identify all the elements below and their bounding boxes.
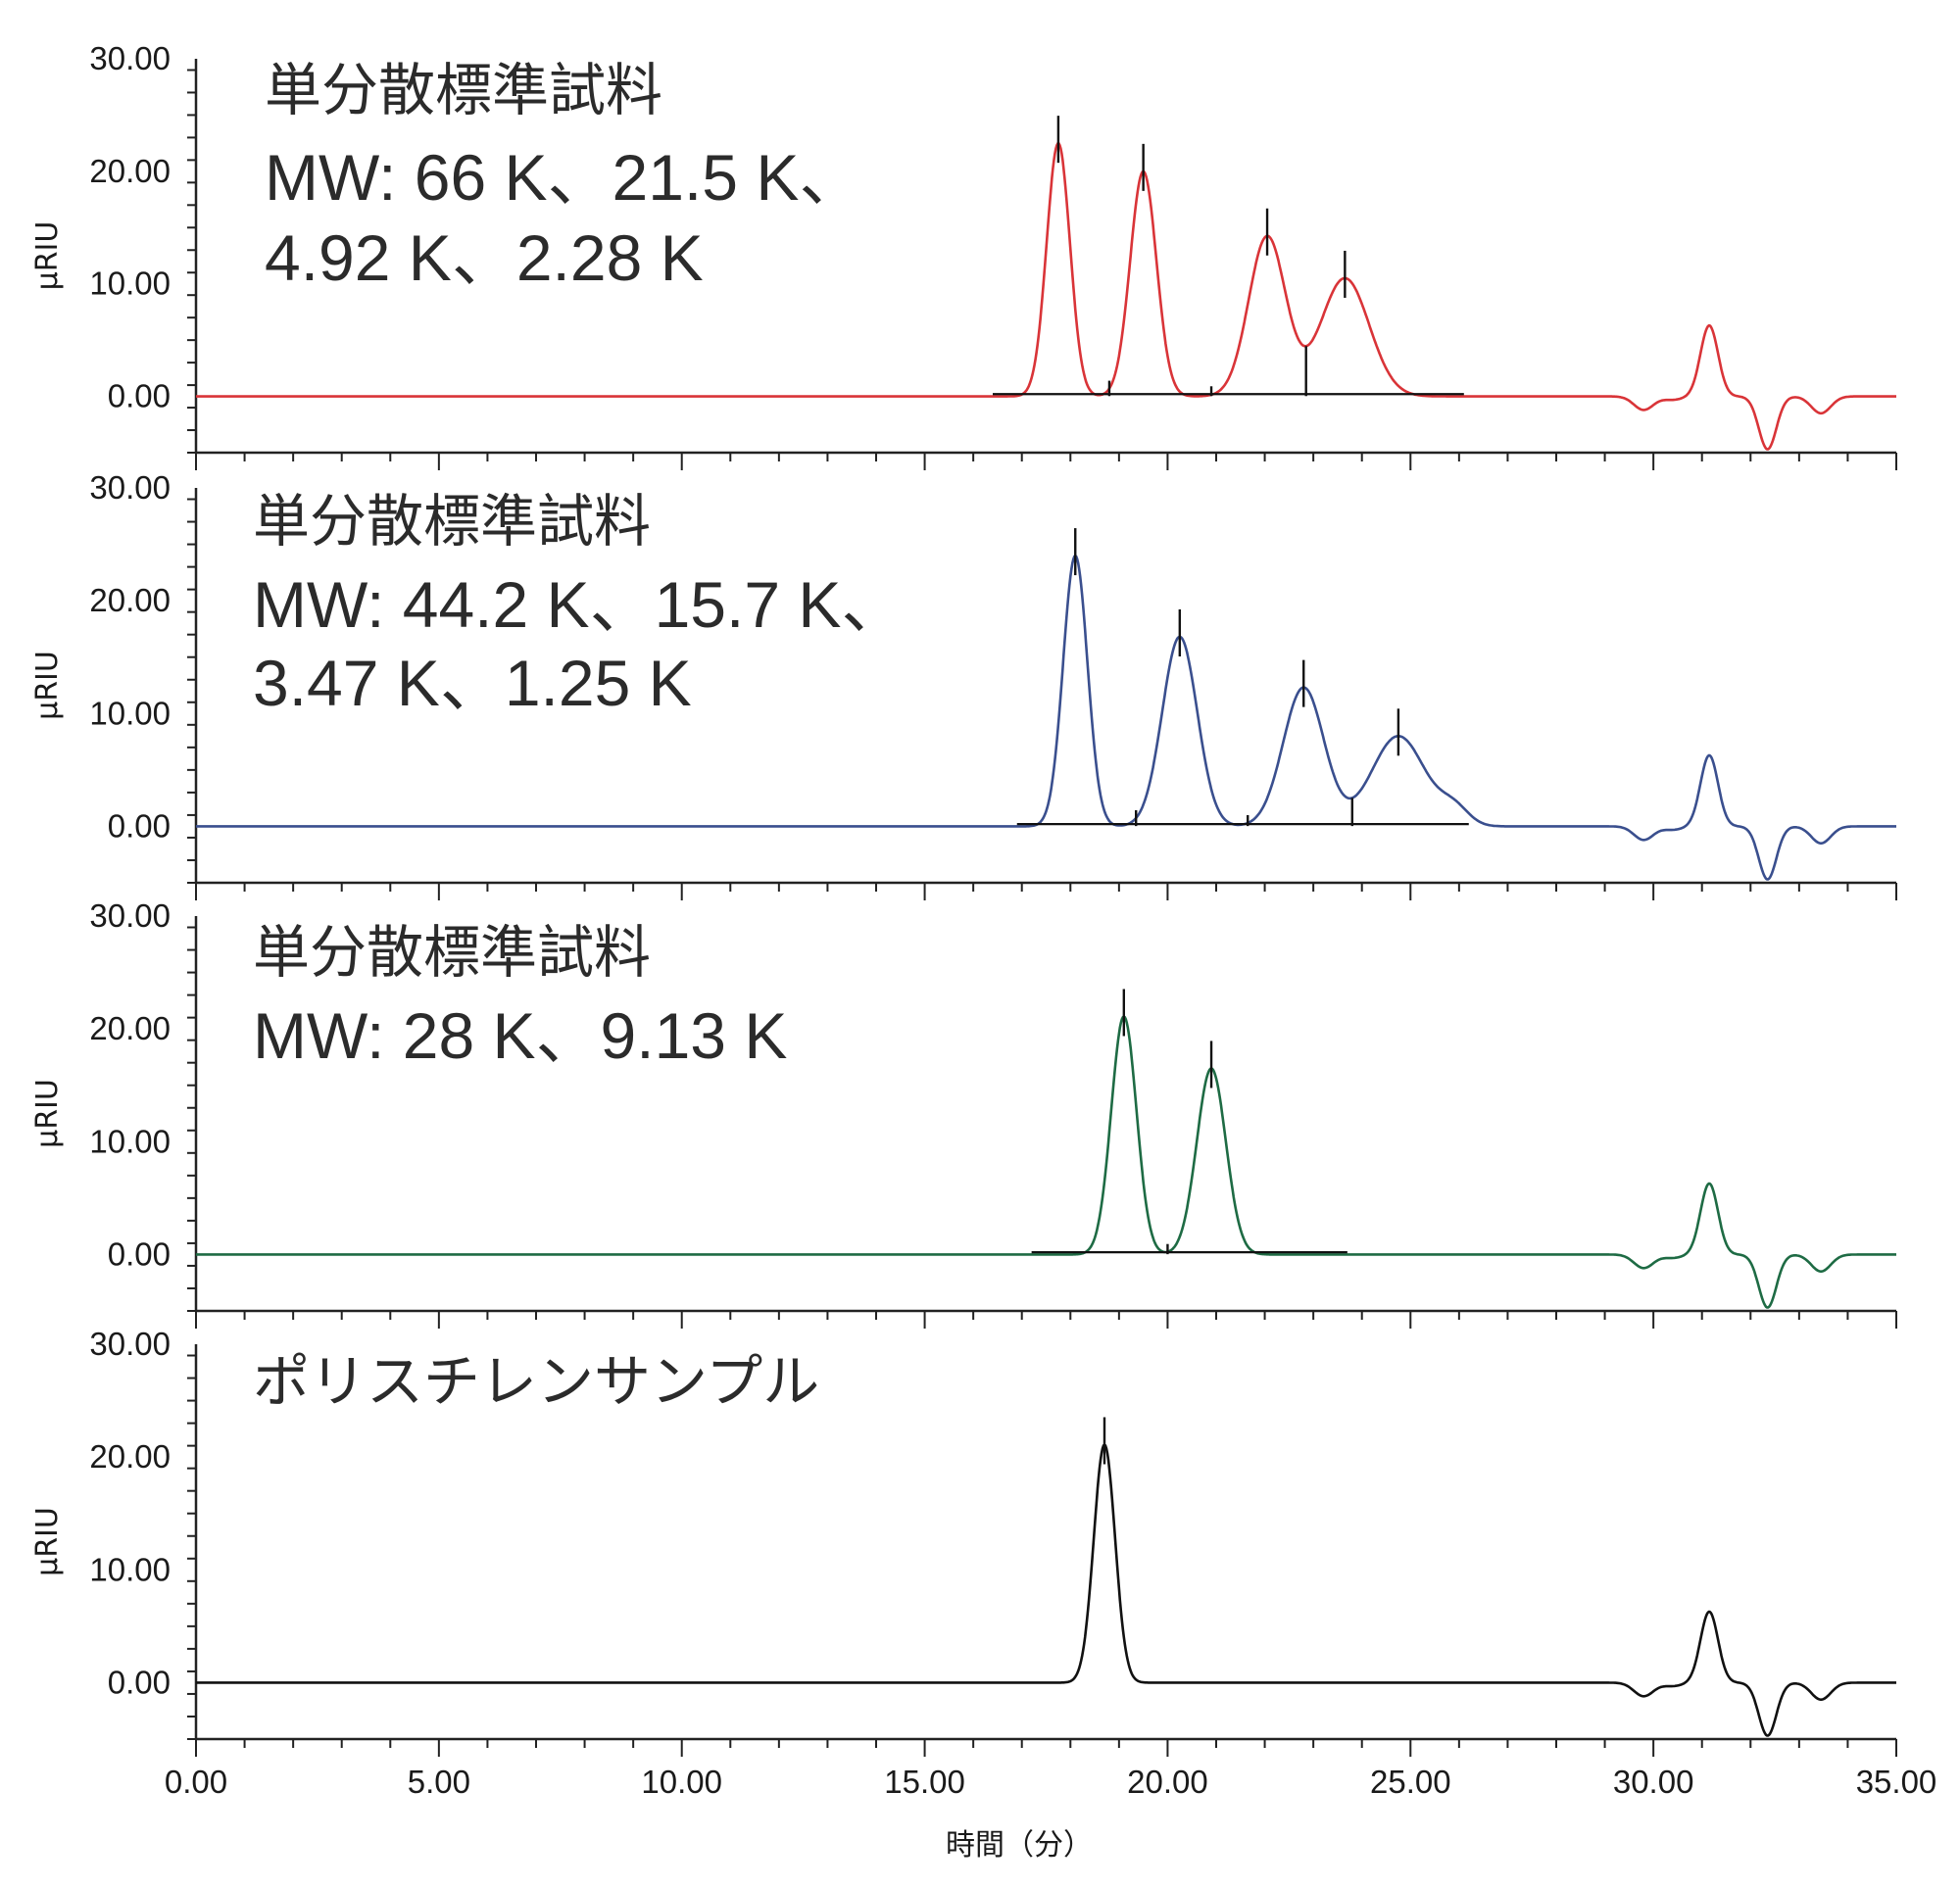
chromatogram-trace [196,554,1896,881]
y-tick-label: 30.00 [89,1326,171,1362]
panel-2: 30.00 20.00 10.00 0.00 µRIU 単分散標準試料 MW: 44.2 K… [30,469,1897,900]
y-tick-label: 20.00 [89,1010,171,1046]
y-tick-label: 30.00 [89,469,171,506]
chromatogram-trace [196,142,1896,451]
panel-annotation: 単分散標準試料 [265,57,662,123]
panel-annotation: MW: 44.2 K、15.7 K、 [253,568,906,641]
x-tick-label: 5.00 [408,1764,470,1800]
y-tick-label: 0.00 [108,378,171,414]
x-tick-label: 20.00 [1127,1764,1208,1800]
x-tick-label: 25.00 [1370,1764,1451,1800]
x-axis-title: 時間（分） [946,1828,1093,1863]
panel-annotation: MW: 66 K、21.5 K、 [265,141,863,214]
y-axis-title: µRIU [30,1079,65,1148]
y-tick-label: 20.00 [89,582,171,618]
panel-annotation: 3.47 K、1.25 K [253,647,692,719]
y-tick-label: 10.00 [89,266,171,302]
y-tick-label: 30.00 [89,40,171,76]
y-axis-title: µRIU [30,221,65,291]
panel-annotation: ポリスチレンサンプル [253,1348,819,1415]
y-tick-label: 0.00 [108,1235,171,1272]
y-tick-label: 20.00 [89,153,171,189]
panel-4: 30.00 20.00 10.00 0.00 µRIU 0.00 5.00 10.00 15.0… [30,1326,1936,1800]
panel-3: 30.00 20.00 10.00 0.00 µRIU 単分散標準試料 MW: 28 K、9… [30,897,1897,1329]
x-tick-label: 0.00 [165,1764,227,1800]
y-tick-label: 20.00 [89,1438,171,1475]
y-axis-title: µRIU [30,651,65,720]
x-tick-label: 35.00 [1856,1764,1937,1800]
y-tick-label: 10.00 [89,695,171,731]
x-tick-label: 15.00 [884,1764,965,1800]
chromatogram-trace [196,1442,1896,1737]
panel-annotation: 単分散標準試料 [253,488,651,555]
panel-annotation: 4.92 K、2.28 K [265,221,704,294]
x-axis-title-group: 時間（分） [946,1828,1093,1863]
y-tick-label: 10.00 [89,1123,171,1159]
y-axis-title: µRIU [30,1507,65,1576]
y-tick-label: 0.00 [108,807,171,844]
y-tick-label: 30.00 [89,897,171,934]
y-tick-label: 10.00 [89,1551,171,1587]
y-tick-label: 0.00 [108,1664,171,1700]
x-tick-label: 30.00 [1613,1764,1694,1800]
panel-1: 30.00 20.00 10.00 0.00 µRIU 単分散標準試料 MW: 66 K、2… [30,40,1897,470]
panel-annotation: MW: 28 K、9.13 K [253,999,787,1072]
panel-annotation: 単分散標準試料 [253,919,651,986]
chromatogram-trace [196,1014,1896,1309]
x-tick-label: 10.00 [641,1764,722,1800]
